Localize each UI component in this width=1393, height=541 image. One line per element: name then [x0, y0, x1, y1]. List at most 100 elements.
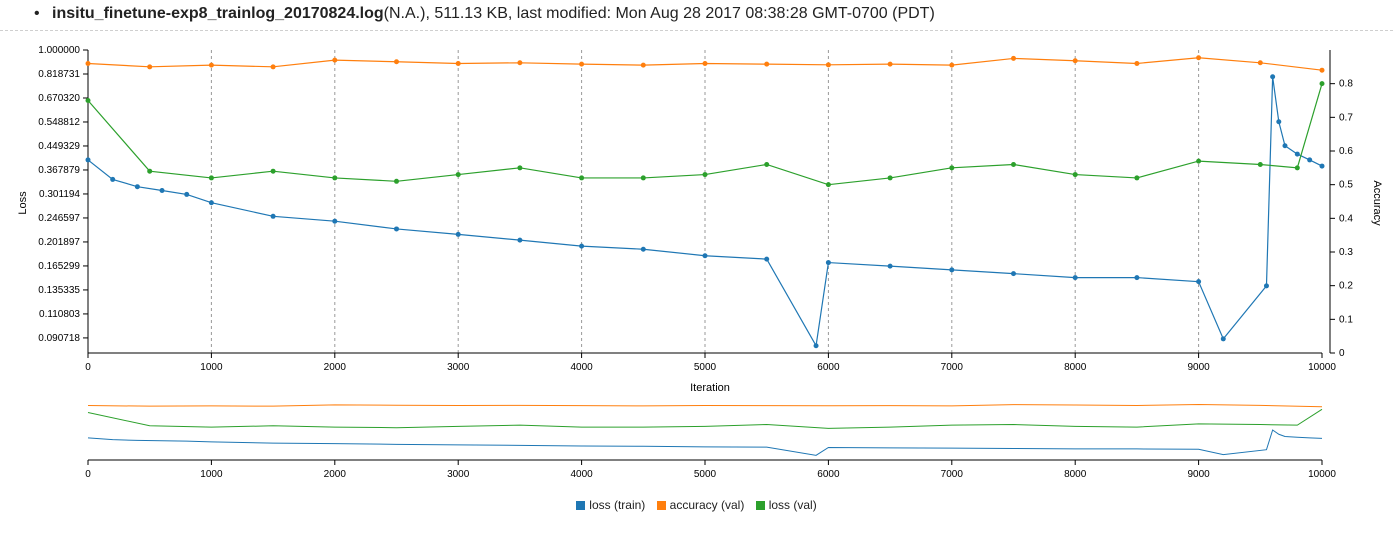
data-point[interactable] — [702, 172, 708, 178]
data-point[interactable] — [1072, 58, 1078, 64]
overview-brush-chart[interactable]: 0 1000 2000 3000 4000 5000 6000 7000 8000 9000 100… — [0, 398, 1393, 488]
data-point[interactable] — [517, 165, 523, 171]
legend-item-accuracy-val[interactable]: accuracy (val) — [656, 498, 744, 512]
data-point[interactable] — [394, 226, 399, 232]
data-point[interactable] — [85, 98, 91, 103]
data-point[interactable] — [764, 161, 770, 167]
series-line-loss-val- — [87, 83, 1323, 186]
data-point[interactable] — [702, 253, 708, 259]
data-point[interactable] — [825, 182, 831, 188]
y2-tick-label: 0.1 — [1339, 314, 1353, 325]
data-point[interactable] — [1270, 74, 1276, 80]
data-point[interactable] — [184, 191, 190, 197]
data-point[interactable] — [1011, 161, 1016, 167]
data-point[interactable] — [270, 213, 276, 219]
data-point[interactable] — [332, 57, 338, 63]
data-point[interactable] — [455, 231, 461, 237]
brush-x-tick-label: 10000 — [1308, 469, 1336, 480]
data-point[interactable] — [949, 267, 955, 273]
data-point[interactable] — [332, 175, 338, 181]
data-point[interactable] — [270, 64, 276, 70]
main-chart[interactable]: 0 1000 2000 3000 4000 5000 6000 7000 8000 9000 100… — [0, 35, 1393, 435]
legend-item-loss-val[interactable]: loss (val) — [755, 498, 817, 512]
brush-x-tick-label: 5000 — [694, 469, 717, 480]
data-point[interactable] — [517, 60, 523, 66]
data-point[interactable] — [208, 175, 214, 181]
data-point[interactable] — [640, 246, 646, 252]
data-point[interactable] — [1196, 55, 1202, 61]
x-tick-label: 6000 — [817, 362, 840, 373]
data-point[interactable] — [85, 60, 91, 66]
y-tick-label: 0.135335 — [38, 285, 80, 296]
data-point[interactable] — [702, 60, 708, 66]
y-tick-label: 1.000000 — [38, 45, 80, 56]
data-point[interactable] — [1307, 157, 1313, 163]
data-point[interactable] — [949, 165, 955, 171]
data-point[interactable] — [579, 175, 585, 181]
data-point[interactable] — [887, 61, 893, 67]
data-point[interactable] — [887, 263, 893, 269]
y-axis-label: Loss — [17, 191, 29, 215]
data-point[interactable] — [85, 157, 91, 163]
data-point[interactable] — [332, 218, 338, 224]
data-point[interactable] — [455, 60, 461, 66]
brush-x-tick-label: 8000 — [1064, 469, 1087, 480]
data-point[interactable] — [640, 175, 646, 181]
data-point[interactable] — [813, 343, 819, 349]
x-axis-label: Iteration — [690, 382, 730, 394]
data-point[interactable] — [1196, 279, 1202, 285]
data-point[interactable] — [1134, 175, 1140, 181]
data-point[interactable] — [134, 184, 140, 190]
data-point[interactable] — [1294, 165, 1300, 171]
data-point[interactable] — [1011, 55, 1016, 61]
data-point[interactable] — [825, 260, 831, 266]
data-point[interactable] — [640, 62, 646, 68]
data-point[interactable] — [394, 178, 399, 184]
data-point[interactable] — [1257, 60, 1263, 66]
data-point[interactable] — [147, 168, 153, 174]
legend-swatch — [755, 501, 765, 510]
data-point[interactable] — [208, 62, 214, 68]
data-point[interactable] — [1257, 161, 1263, 167]
data-point[interactable] — [949, 62, 955, 68]
data-point[interactable] — [1072, 275, 1078, 281]
data-point[interactable] — [1220, 336, 1226, 342]
data-point[interactable] — [887, 175, 893, 181]
x-tick-label: 7000 — [941, 362, 964, 373]
y2-tick-label: 0.6 — [1339, 146, 1353, 157]
x-tick-label: 5000 — [694, 362, 717, 373]
data-point[interactable] — [1319, 163, 1325, 169]
data-point[interactable] — [270, 168, 276, 174]
data-point[interactable] — [1276, 119, 1282, 125]
data-point[interactable] — [1196, 158, 1202, 164]
data-point[interactable] — [147, 64, 153, 70]
data-point[interactable] — [1282, 143, 1288, 149]
data-point[interactable] — [455, 172, 461, 178]
log-filename[interactable]: insitu_finetune-exp8_trainlog_20170824.l… — [52, 5, 384, 22]
data-point[interactable] — [1134, 275, 1140, 281]
data-point[interactable] — [1319, 81, 1325, 87]
brush-series-line — [87, 403, 1323, 408]
data-point[interactable] — [1011, 271, 1016, 277]
data-point[interactable] — [208, 200, 214, 206]
data-point[interactable] — [579, 243, 585, 249]
data-point[interactable] — [1294, 151, 1300, 157]
data-point[interactable] — [764, 256, 770, 262]
data-point[interactable] — [517, 237, 523, 243]
data-point[interactable] — [1319, 67, 1325, 73]
data-point[interactable] — [1072, 172, 1078, 178]
data-point[interactable] — [1263, 283, 1269, 289]
data-point[interactable] — [825, 62, 831, 68]
data-point[interactable] — [1134, 60, 1140, 66]
y-tick-label: 0.670320 — [38, 93, 80, 104]
data-point[interactable] — [110, 176, 116, 182]
data-point[interactable] — [159, 188, 165, 194]
brush-x-tick-label: 2000 — [324, 469, 347, 480]
legend-item-loss-train[interactable]: loss (train) — [576, 498, 645, 512]
data-point[interactable] — [394, 59, 399, 65]
legend-swatch — [576, 501, 586, 510]
y2-tick-label: 0.5 — [1339, 180, 1353, 191]
y-tick-label: 0.165299 — [38, 261, 80, 272]
data-point[interactable] — [579, 61, 585, 67]
data-point[interactable] — [764, 61, 770, 67]
